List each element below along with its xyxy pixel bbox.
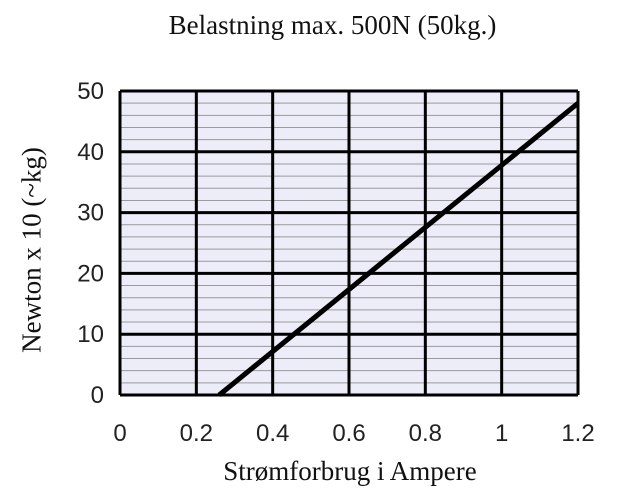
y-axis-label: Newton x 10 (~kg) — [16, 147, 47, 353]
series-line — [217, 101, 580, 397]
x-tick-label: 1.2 — [561, 420, 594, 447]
major-gridlines — [118, 89, 580, 397]
x-tick-label: 0.2 — [180, 420, 213, 447]
y-tick-label: 40 — [77, 139, 104, 166]
x-axis-ticks: 0 0.2 0.4 0.6 0.8 1 1.2 — [113, 420, 594, 447]
y-tick-label: 30 — [77, 200, 104, 227]
y-tick-label: 50 — [77, 78, 104, 105]
x-tick-label: 0.4 — [256, 420, 289, 447]
x-tick-label: 1 — [495, 420, 508, 447]
x-tick-label: 0.6 — [332, 420, 365, 447]
y-tick-label: 0 — [91, 382, 104, 409]
y-tick-label: 10 — [77, 321, 104, 348]
chart-title: Belastning max. 500N (50kg.) — [168, 10, 497, 40]
series-group — [217, 101, 580, 397]
y-axis-ticks: 0 10 20 30 40 50 — [77, 78, 104, 409]
x-tick-label: 0 — [113, 420, 126, 447]
x-tick-label: 0.8 — [409, 420, 442, 447]
y-tick-label: 20 — [77, 260, 104, 287]
x-axis-label: Strømforbrug i Ampere — [223, 456, 477, 486]
